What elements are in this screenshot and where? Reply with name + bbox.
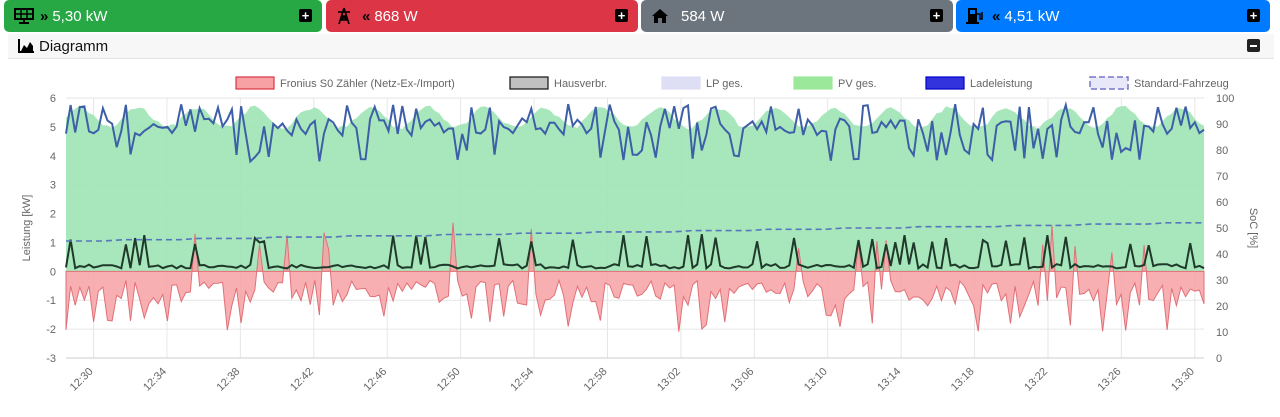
pv-power-tile[interactable]: » 5,30 kW +: [4, 0, 322, 32]
legend-label: Hausverbr.: [554, 78, 607, 90]
legend-swatch: [509, 76, 549, 90]
legend-label: PV ges.: [838, 78, 877, 90]
y2-tick-label: 20: [1216, 301, 1228, 313]
y2-tick-label: 30: [1216, 275, 1228, 287]
y2-axis-label: SoC [%]: [1247, 208, 1259, 248]
y-axis-label: Leistung [kW]: [21, 195, 33, 262]
pv-series: [66, 105, 1204, 272]
charge-power-value: 4,51 kW: [1004, 7, 1060, 25]
x-tick-label: 12:38: [215, 366, 243, 394]
legend-swatch: [1089, 76, 1129, 90]
diagram-panel-header: Diagramm: [8, 34, 1274, 59]
expand-icon[interactable]: +: [1247, 9, 1260, 22]
charge-power-tile[interactable]: « 4,51 kW +: [956, 0, 1270, 32]
arrow-icon: »: [40, 7, 48, 25]
x-tick-label: 13:18: [949, 366, 977, 394]
pv-power-value: 5,30 kW: [52, 7, 108, 25]
charging-power-series: [65, 101, 1205, 164]
collapse-button[interactable]: [1247, 39, 1260, 52]
y-tick-label: -2: [46, 324, 56, 336]
x-tick-label: 12:46: [361, 366, 389, 394]
area-chart-icon: [18, 39, 35, 53]
arrow-icon: «: [362, 7, 370, 25]
y-tick-label: 2: [50, 209, 56, 221]
panel-title: Diagramm: [39, 37, 109, 55]
legend-swatch: [925, 76, 965, 90]
x-tick-label: 12:58: [582, 366, 610, 394]
y-tick-label: 4: [50, 151, 56, 163]
legend-label: Standard-Fahrzeug: [1134, 78, 1229, 90]
status-bar: » 5,30 kW + « 868 W + 584 W + « 4,51 kW …: [0, 0, 1280, 32]
x-tick-label: 13:02: [655, 366, 683, 394]
x-tick-label: 13:14: [875, 366, 903, 394]
y2-tick-label: 100: [1216, 93, 1234, 105]
legend-label: Ladeleistung: [970, 78, 1032, 90]
x-tick-label: 13:22: [1022, 366, 1050, 394]
y2-tick-label: 0: [1216, 353, 1222, 365]
y2-tick-label: 40: [1216, 249, 1228, 261]
house-power-tile[interactable]: 584 W +: [641, 0, 953, 32]
y2-tick-label: 10: [1216, 327, 1228, 339]
x-tick-label: 13:06: [728, 366, 756, 394]
y-tick-label: -1: [46, 295, 56, 307]
home-icon: [651, 7, 673, 25]
x-tick-label: 12:34: [141, 366, 169, 394]
house-consumption-series: [65, 233, 1205, 271]
solar-panel-icon: [14, 7, 36, 25]
house-power-value: 584 W: [681, 7, 725, 25]
x-tick-label: 12:54: [508, 366, 536, 394]
y2-tick-label: 60: [1216, 197, 1228, 209]
y-tick-label: 0: [50, 266, 56, 278]
x-tick-label: 12:30: [68, 366, 96, 394]
grid-power-value: 868 W: [374, 7, 418, 25]
x-tick-label: 12:42: [288, 366, 316, 394]
legend-swatch: [661, 76, 701, 90]
y-tick-label: 6: [50, 93, 56, 105]
power-tower-icon: [336, 7, 358, 25]
x-tick-label: 13:30: [1169, 366, 1197, 394]
y2-tick-label: 70: [1216, 171, 1228, 183]
legend-swatch: [235, 76, 275, 90]
expand-icon[interactable]: +: [615, 9, 628, 22]
y2-tick-label: 80: [1216, 145, 1228, 157]
chart-svg: -3-2-10123456010203040506070809010012:30…: [21, 76, 1259, 394]
x-tick-label: 13:10: [802, 366, 830, 394]
y-tick-label: -3: [46, 353, 56, 365]
expand-icon[interactable]: +: [299, 9, 312, 22]
expand-icon[interactable]: +: [930, 9, 943, 22]
y2-tick-label: 50: [1216, 223, 1228, 235]
x-tick-label: 12:50: [435, 366, 463, 394]
legend-swatch: [793, 76, 833, 90]
charging-station-icon: [966, 7, 988, 25]
grid-series: [65, 222, 1205, 332]
y-tick-label: 3: [50, 180, 56, 192]
legend-label: Fronius S0 Zähler (Netz-Ex-/Import): [280, 78, 455, 90]
power-chart: -3 -2 -1 0 1 2 3 4 5 6 0 10 20 30 40 50 60 70 80 90 100 12:30…: [8, 60, 1274, 412]
y2-tick-label: 90: [1216, 119, 1228, 131]
y-tick-label: 5: [50, 122, 56, 134]
legend-label: LP ges.: [706, 78, 743, 90]
grid-power-tile[interactable]: « 868 W +: [326, 0, 638, 32]
x-tick-label: 13:26: [1096, 366, 1124, 394]
y-tick-label: 1: [50, 237, 56, 249]
arrow-icon: «: [992, 7, 1000, 25]
